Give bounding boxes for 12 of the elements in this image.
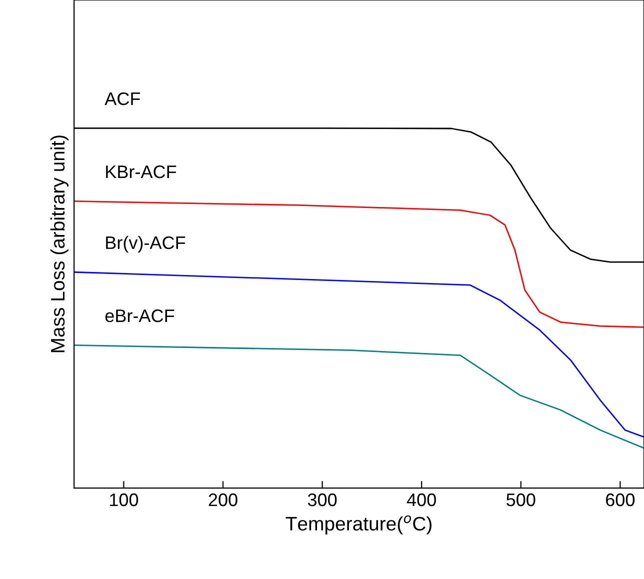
x-axis-title: Temperature($^{o}$C) (286, 515, 432, 534)
y-axis-title: Mass Loss (arbitrary unit) (50, 136, 69, 352)
series-label: eBr-ACF (105, 309, 174, 322)
series-label: ACF (104, 92, 140, 106)
x-tick-label: 400 (406, 493, 436, 506)
x-tick-label: 600 (606, 493, 635, 506)
x-tick-label: 500 (506, 493, 536, 506)
x-tick-label: 200 (208, 493, 238, 506)
series-label: KBr-ACF (106, 165, 176, 178)
x-tick-label: 100 (110, 493, 138, 506)
x-tick-label: 300 (308, 493, 337, 506)
series-label: Br(v)-ACF (106, 236, 186, 253)
